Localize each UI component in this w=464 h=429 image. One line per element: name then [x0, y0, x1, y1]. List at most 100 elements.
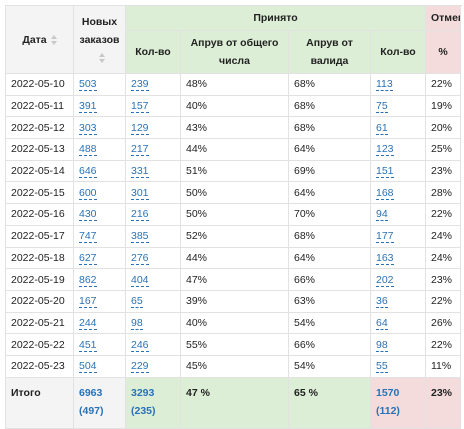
cell: 24% [425, 246, 461, 270]
count-link[interactable]: 303 [79, 121, 97, 135]
cell: 11% [425, 354, 461, 378]
table-body: 2022-05-10 503 239 48% 68% 113 22% 2022-05-11 39… [5, 73, 461, 378]
count-link[interactable]: 177 [376, 230, 394, 244]
date-header[interactable]: Дата [5, 5, 74, 74]
cell: 2022-05-13 [5, 138, 74, 161]
count-link[interactable]: 129 [131, 121, 149, 135]
count-link[interactable]: 504 [79, 360, 97, 374]
table-head: Дата Новых заказов Принято Отменено Кол-… [5, 5, 461, 74]
count-link[interactable]: 157 [131, 100, 149, 114]
count-link[interactable]: 747 [79, 230, 97, 244]
count-link[interactable]: 503 [79, 78, 97, 92]
total-accepted: 3293 (235) [125, 376, 181, 429]
sort-icon [98, 52, 105, 63]
count-link[interactable]: 202 [376, 273, 394, 287]
count-link[interactable]: 244 [79, 316, 97, 330]
cell: 246 [125, 333, 181, 356]
count-link[interactable]: 168 [376, 186, 394, 200]
data-row: 2022-05-18 627 276 44% 64% 163 24% [5, 246, 461, 270]
cell: 216 [125, 203, 181, 226]
cell: 54% [288, 311, 371, 335]
count-link[interactable]: 331 [131, 165, 149, 179]
cell: 68% [288, 116, 371, 140]
cell: 2022-05-15 [5, 181, 74, 205]
cell: 113 [370, 73, 426, 96]
count-link[interactable]: 862 [79, 273, 97, 287]
sort-icon [50, 34, 57, 45]
cell: 44% [180, 138, 289, 161]
cell: 646 [73, 159, 126, 183]
cell: 385 [125, 224, 181, 248]
cell: 151 [370, 159, 426, 183]
count-link[interactable]: 385 [131, 230, 149, 244]
count-link[interactable]: 217 [131, 143, 149, 157]
count-link[interactable]: 98 [131, 316, 143, 330]
cell: 391 [73, 94, 126, 118]
value: 6963 [79, 386, 103, 399]
count-link[interactable]: 600 [79, 186, 97, 200]
count-link[interactable]: 430 [79, 208, 97, 222]
cell: 22% [425, 333, 461, 356]
count-link[interactable]: 646 [79, 165, 97, 179]
cell: 50% [180, 181, 289, 205]
count-link[interactable]: 55 [376, 360, 388, 374]
count-link[interactable]: 61 [376, 121, 388, 135]
count-link[interactable]: 239 [131, 78, 149, 92]
header-text: Новых заказов [79, 15, 120, 46]
count-link[interactable]: 98 [376, 338, 388, 352]
count-link[interactable]: 167 [79, 295, 97, 309]
count-link[interactable]: 627 [79, 251, 97, 265]
cell: 2022-05-11 [5, 94, 74, 118]
count-link[interactable]: 123 [376, 143, 394, 157]
cell: 54% [288, 354, 371, 378]
count-link[interactable]: 276 [131, 251, 149, 265]
subheader-row: Кол-во Апрув от общего числа Апрув от вали… [6, 30, 461, 74]
cell: 239 [125, 73, 181, 96]
cell: 217 [125, 138, 181, 161]
sub-value: (235) [131, 404, 156, 417]
cell: 22% [425, 289, 461, 313]
cell: 2022-05-17 [5, 224, 74, 248]
cell: 98 [125, 311, 181, 335]
sub-value: (497) [79, 404, 104, 417]
count-link[interactable]: 113 [376, 78, 393, 92]
cell: 64 [370, 311, 426, 335]
cell: 66% [288, 268, 371, 291]
count-link[interactable]: 36 [376, 295, 388, 309]
cell: 50% [180, 203, 289, 226]
cell: 23% [425, 159, 461, 183]
count-link[interactable]: 404 [131, 273, 149, 287]
value: 3293 [131, 386, 155, 399]
count-link[interactable]: 391 [79, 100, 97, 114]
count-link[interactable]: 64 [376, 316, 388, 330]
cell: 503 [73, 73, 126, 96]
cell: 862 [73, 268, 126, 291]
count-link[interactable]: 301 [131, 186, 149, 200]
cell: 747 [73, 224, 126, 248]
count-link[interactable]: 229 [131, 360, 149, 374]
cell: 504 [73, 354, 126, 378]
cell: 64% [288, 138, 371, 161]
total-row: Итого 6963 (497) 3293 (235) 47 % 65 % 1570… [5, 376, 461, 429]
table-foot: Итого 6963 (497) 3293 (235) 47 % 65 % 1570… [5, 376, 461, 429]
cell: 22% [425, 203, 461, 226]
count-link[interactable]: 163 [376, 251, 394, 265]
data-row: 2022-05-15 600 301 50% 64% 168 28% [5, 181, 461, 205]
cell: 157 [125, 94, 181, 118]
new-orders-header[interactable]: Новых заказов [73, 5, 126, 74]
total-cancelled-pct: 23% [425, 376, 461, 429]
count-link[interactable]: 216 [131, 208, 149, 222]
count-link[interactable]: 75 [376, 100, 388, 114]
count-link[interactable]: 246 [131, 338, 149, 352]
total-label: Итого [5, 376, 74, 429]
cell: 627 [73, 246, 126, 270]
count-link[interactable]: 488 [79, 143, 97, 157]
count-link[interactable]: 451 [79, 338, 97, 352]
count-link[interactable]: 65 [131, 295, 143, 309]
count-link[interactable]: 151 [376, 165, 394, 179]
cell: 123 [370, 138, 426, 161]
count-link[interactable]: 94 [376, 208, 388, 222]
cell: 404 [125, 268, 181, 291]
cell: 177 [370, 224, 426, 248]
cell: 43% [180, 116, 289, 140]
